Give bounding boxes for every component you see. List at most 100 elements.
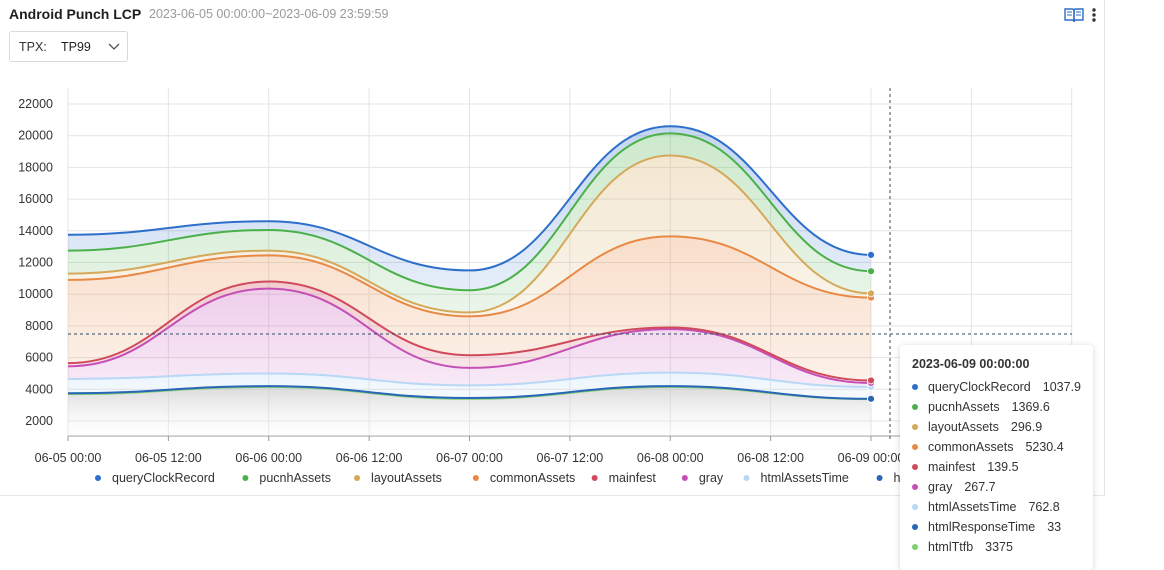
chart-tooltip: 2023-06-09 00:00:00 queryClockRecord 1037… (900, 345, 1093, 570)
area-fill-commonAssets (68, 236, 871, 381)
x-tick-label: 06-06 12:00 (336, 451, 403, 465)
tooltip-series-name: htmlAssetsTime (928, 500, 1017, 514)
tooltip-series-name: mainfest (928, 460, 976, 474)
tooltip-series-value: 1037.9 (1042, 380, 1081, 394)
tooltip-series-value: 296.9 (1010, 420, 1043, 434)
x-tick-label: 06-09 00:00 (838, 451, 905, 465)
series-point-layoutAssets[interactable] (867, 289, 875, 298)
chevron-down-icon (108, 43, 120, 50)
tooltip-row: htmlAssetsTime 762.8 (912, 497, 1081, 517)
legend-item-pucnhAssets[interactable]: pucnhAssets (259, 471, 331, 485)
series-point-pucnhAssets[interactable] (867, 267, 875, 276)
x-tick-label: 06-08 00:00 (637, 451, 704, 465)
legend-dot-icon[interactable] (876, 475, 883, 481)
series-line-htmlAssetsTime[interactable] (67, 371, 872, 388)
y-tick-label: 6000 (25, 351, 53, 365)
legend-item-mainfest[interactable]: mainfest (609, 471, 657, 485)
tooltip-row: layoutAssets 296.9 (912, 417, 1081, 437)
area-fill-gray (68, 288, 871, 387)
series-point-queryClockRecord[interactable] (867, 250, 875, 259)
x-tick-label: 06-06 00:00 (235, 451, 302, 465)
series-dot-icon (912, 424, 918, 430)
tpx-value: TP99 (61, 40, 91, 54)
legend-item-gray[interactable]: gray (699, 471, 724, 485)
legend-dot-icon[interactable] (743, 475, 750, 481)
tooltip-series-value: 762.8 (1028, 500, 1060, 514)
x-tick-label: 06-05 00:00 (35, 451, 102, 465)
tpx-select[interactable]: TPX: TP99 (9, 31, 128, 62)
tooltip-series-value: 267.7 (964, 480, 996, 494)
y-tick-label: 20000 (18, 129, 53, 143)
series-line-htmlResponseTime[interactable] (67, 385, 872, 400)
series-dot-icon (912, 384, 918, 390)
tooltip-series-name: htmlTtfb (928, 540, 974, 554)
tooltip-row: htmlTtfb 3375 (912, 537, 1081, 557)
series-line-gray[interactable] (67, 287, 872, 384)
series-dot-icon (912, 524, 918, 530)
tooltip-series-name: htmlResponseTime (928, 520, 1036, 534)
tooltip-row: pucnhAssets 1369.6 (912, 397, 1081, 417)
y-tick-label: 22000 (18, 97, 53, 111)
series-line-commonAssets[interactable] (67, 235, 872, 318)
legend-dot-icon[interactable] (354, 475, 361, 481)
tooltip-series-value: 3375 (985, 540, 1013, 554)
tooltip-series-name: pucnhAssets (928, 400, 1000, 414)
series-line-mainfest[interactable] (67, 280, 872, 382)
legend-dot-icon[interactable] (242, 475, 249, 481)
x-tick-label: 06-05 12:00 (135, 451, 202, 465)
area-fill-base (68, 386, 871, 436)
tooltip-row: gray 267.7 (912, 477, 1081, 497)
y-tick-label: 8000 (25, 319, 53, 333)
tooltip-title: 2023-06-09 00:00:00 (912, 357, 1030, 371)
x-tick-label: 06-07 00:00 (436, 451, 503, 465)
tooltip-series-name: commonAssets (928, 440, 1014, 454)
series-line-pucnhAssets[interactable] (67, 132, 872, 292)
x-tick-label: 06-07 12:00 (537, 451, 604, 465)
series-dot-icon (912, 404, 918, 410)
date-range: 2023-06-05 00:00:00~2023-06-09 23:59:59 (149, 7, 389, 21)
y-tick-label: 16000 (18, 192, 53, 206)
legend-item-layoutAssets[interactable]: layoutAssets (371, 471, 442, 485)
series-point-mainfest[interactable] (867, 376, 875, 385)
more-vertical-icon[interactable] (1089, 6, 1099, 24)
tooltip-series-value: 33 (1047, 520, 1062, 534)
series-dot-icon (912, 484, 918, 490)
series-dot-icon (912, 464, 918, 470)
tooltip-series-name: queryClockRecord (927, 380, 1031, 394)
series-dot-icon (912, 544, 918, 550)
tooltip-row: queryClockRecord 1037.9 (912, 377, 1081, 397)
tooltip-row: commonAssets 5230.4 (912, 437, 1081, 457)
legend-item-htmlAssetsTime[interactable]: htmlAssetsTime (760, 471, 848, 485)
tooltip-series-value: 5230.4 (1025, 440, 1064, 454)
y-tick-label: 4000 (25, 382, 53, 396)
area-fill-layoutAssets (68, 155, 871, 317)
tpx-label: TPX: (19, 40, 47, 54)
legend-item-queryClockRecord[interactable]: queryClockRecord (112, 471, 215, 485)
chart-title: Android Punch LCP (9, 6, 142, 22)
tooltip-series-name: layoutAssets (928, 420, 999, 434)
y-tick-label: 10000 (18, 287, 53, 301)
legend-dot-icon[interactable] (472, 475, 479, 481)
legend-item-commonAssets[interactable]: commonAssets (490, 471, 575, 485)
y-tick-label: 12000 (18, 256, 53, 270)
tooltip-series-value: 1369.6 (1011, 400, 1050, 414)
series-line-layoutAssets[interactable] (67, 154, 872, 314)
stacked-area-chart[interactable]: 2000 4000 6000 8000 10000 12000 14000 16000 1800… (0, 0, 1105, 496)
tooltip-row: htmlResponseTime 33 (912, 517, 1081, 537)
series-dot-icon (912, 444, 918, 450)
series-dot-icon (912, 504, 918, 510)
y-tick-label: 14000 (18, 224, 53, 238)
series-line-queryClockRecord[interactable] (67, 125, 872, 272)
book-icon[interactable] (1064, 7, 1084, 23)
x-tick-label: 06-08 12:00 (737, 451, 804, 465)
y-tick-label: 2000 (25, 414, 53, 428)
series-point-htmlResponseTime[interactable] (867, 394, 875, 403)
legend-dot-icon[interactable] (681, 475, 688, 481)
legend-dot-icon[interactable] (591, 475, 598, 481)
legend-dot-icon[interactable] (95, 475, 101, 481)
tooltip-series-value: 139.5 (987, 460, 1019, 474)
tooltip-row: mainfest 139.5 (912, 457, 1081, 477)
tooltip-rows: queryClockRecord 1037.9 pucnhAssets 1369.6 l… (912, 377, 1081, 557)
tooltip-series-name: gray (928, 480, 953, 494)
y-tick-label: 18000 (18, 160, 53, 174)
